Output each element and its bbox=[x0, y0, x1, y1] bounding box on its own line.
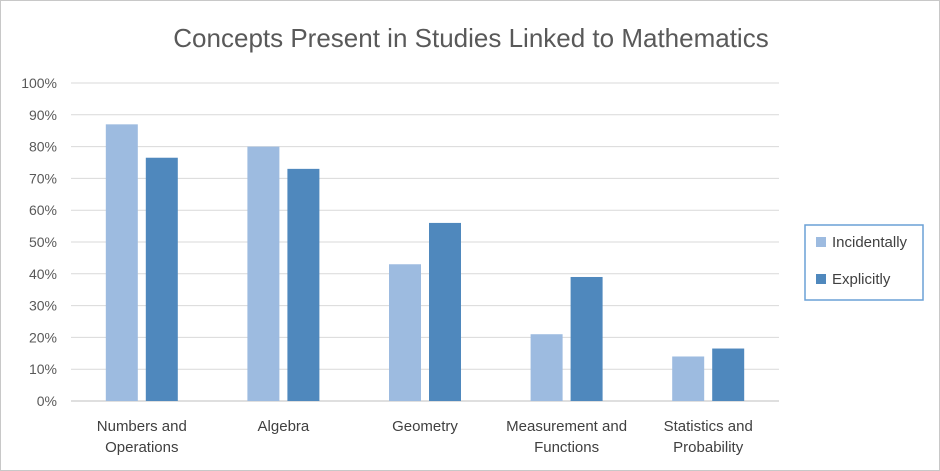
legend: Incidentally Explicitly bbox=[804, 224, 924, 301]
y-tick-label: 10% bbox=[29, 361, 57, 377]
bar-incidentally-3 bbox=[530, 334, 563, 401]
legend-label-incidentally: Incidentally bbox=[832, 234, 908, 251]
legend-swatch-incidentally bbox=[816, 237, 826, 247]
y-tick-label: 20% bbox=[29, 329, 57, 345]
chart-title: Concepts Present in Studies Linked to Ma… bbox=[173, 23, 768, 53]
bar-explicitly-4 bbox=[712, 348, 745, 401]
legend-label-explicitly: Explicitly bbox=[832, 271, 891, 288]
x-category-label: Geometry bbox=[392, 418, 458, 435]
bar-incidentally-1 bbox=[247, 146, 280, 401]
y-tick-label: 50% bbox=[29, 234, 57, 250]
y-tick-label: 90% bbox=[29, 107, 57, 123]
bar-incidentally-4 bbox=[672, 356, 705, 401]
y-tick-label: 70% bbox=[29, 170, 57, 186]
bar-incidentally-2 bbox=[389, 264, 421, 401]
x-category-label: Measurement and Functions bbox=[506, 418, 627, 456]
y-tick-label: 60% bbox=[29, 202, 57, 218]
y-tick-label: 40% bbox=[29, 266, 57, 282]
bar-explicitly-0 bbox=[145, 157, 178, 401]
x-category-label: Numbers and Operations bbox=[97, 418, 187, 456]
y-tick-label: 30% bbox=[29, 298, 57, 314]
y-tick-label: 100% bbox=[21, 75, 57, 91]
bar-explicitly-3 bbox=[570, 276, 603, 401]
y-tick-label: 0% bbox=[37, 393, 57, 409]
bar-incidentally-0 bbox=[105, 124, 138, 401]
x-axis-categories: Numbers and Operations Algebra Geometry Meas… bbox=[97, 418, 753, 456]
bar-explicitly-2 bbox=[429, 222, 461, 401]
y-tick-label: 80% bbox=[29, 139, 57, 155]
x-category-label: Statistics and Probability bbox=[664, 418, 753, 456]
legend-swatch-explicitly bbox=[816, 274, 826, 284]
bars bbox=[105, 124, 745, 401]
x-category-label: Algebra bbox=[258, 418, 310, 435]
grid-lines bbox=[71, 82, 779, 402]
y-axis-ticks: 0% 10% 20% 30% 40% 50% 60% 70% 80% 90% 100% bbox=[21, 75, 57, 409]
bar-explicitly-1 bbox=[287, 168, 320, 401]
